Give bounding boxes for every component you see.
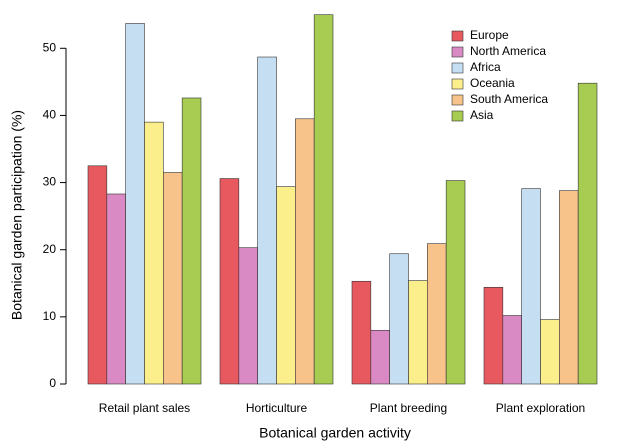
legend-swatch bbox=[451, 62, 464, 74]
bar bbox=[144, 121, 164, 385]
bar bbox=[87, 165, 108, 385]
legend-label: South America bbox=[470, 92, 548, 106]
bar bbox=[313, 14, 334, 385]
legend-swatch bbox=[451, 30, 464, 42]
bar bbox=[181, 97, 202, 385]
bar bbox=[238, 247, 258, 385]
bar bbox=[521, 188, 541, 385]
y-tick-label: 50 bbox=[43, 40, 57, 54]
bar bbox=[163, 172, 183, 385]
bar bbox=[540, 319, 560, 385]
bar bbox=[483, 287, 504, 385]
bar bbox=[389, 253, 409, 385]
legend-label: Oceania bbox=[470, 76, 515, 90]
x-tick-label: Horticulture bbox=[246, 401, 308, 415]
bar bbox=[257, 56, 277, 385]
bar bbox=[219, 178, 240, 385]
legend-label: Asia bbox=[470, 108, 494, 122]
bar bbox=[125, 23, 145, 385]
x-tick-label: Plant exploration bbox=[496, 401, 585, 415]
bar bbox=[276, 186, 296, 385]
y-tick-label: 20 bbox=[43, 242, 57, 256]
bar bbox=[427, 243, 447, 385]
bar bbox=[445, 180, 466, 385]
x-tick-label: Plant breeding bbox=[370, 401, 447, 415]
x-axis-title: Botanical garden activity bbox=[259, 425, 411, 441]
y-axis-title: Botanical garden participation (%) bbox=[9, 110, 25, 320]
legend-swatch bbox=[451, 46, 464, 58]
legend-swatch bbox=[451, 94, 464, 106]
bar bbox=[370, 329, 390, 385]
legend-label: Europe bbox=[470, 28, 509, 42]
x-tick-label: Retail plant sales bbox=[99, 401, 190, 415]
legend-swatch bbox=[451, 110, 464, 122]
bar bbox=[106, 193, 126, 385]
bar bbox=[295, 118, 315, 385]
y-tick-label: 10 bbox=[43, 309, 57, 323]
legend-label: North America bbox=[470, 44, 546, 58]
bar bbox=[502, 315, 522, 385]
legend-label: Africa bbox=[470, 60, 501, 74]
bar bbox=[577, 82, 598, 385]
bar bbox=[408, 280, 428, 385]
legend-swatch bbox=[451, 78, 464, 90]
y-tick-label: 30 bbox=[43, 175, 57, 189]
bar bbox=[559, 190, 579, 385]
bar bbox=[351, 280, 372, 385]
y-tick-label: 40 bbox=[43, 108, 57, 122]
y-tick-label: 0 bbox=[49, 376, 56, 390]
